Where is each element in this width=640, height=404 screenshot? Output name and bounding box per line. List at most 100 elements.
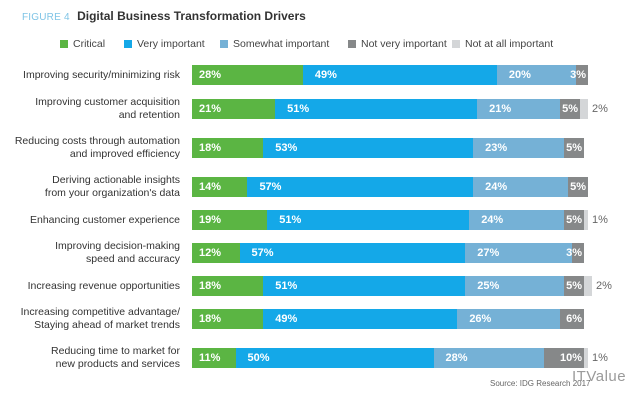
bar-segment	[275, 99, 478, 119]
data-label: 18%	[199, 142, 222, 154]
data-label: 51%	[279, 214, 302, 226]
outside-data-label: 2%	[595, 280, 612, 292]
bar-segment	[192, 177, 248, 197]
legend-swatch	[452, 40, 460, 48]
watermark: ITValue	[572, 368, 627, 385]
bar-segment	[302, 65, 497, 85]
data-label: 28%	[199, 69, 222, 81]
data-label: 6%	[566, 313, 583, 325]
legend-swatch	[220, 40, 228, 48]
bar-segment	[192, 276, 264, 296]
bar-segment	[584, 210, 588, 230]
bar-segment	[457, 309, 561, 329]
bar-segment	[469, 210, 565, 230]
data-label: 24%	[485, 181, 508, 193]
data-label: 51%	[275, 280, 298, 292]
legend-item: Very important	[124, 38, 205, 50]
data-label: 5%	[566, 280, 583, 292]
bar-segment	[584, 348, 588, 368]
bar-segment	[263, 309, 458, 329]
data-label: 51%	[287, 103, 310, 115]
data-label: 3%	[570, 69, 586, 81]
data-label: 5%	[562, 103, 579, 115]
category-label: Increasing revenue opportunities	[27, 279, 180, 292]
figure-label: FIGURE 4	[22, 12, 70, 23]
bar-segment	[560, 309, 585, 329]
data-label: 57%	[251, 247, 274, 259]
bar-segment	[263, 276, 466, 296]
legend-label: Not at all important	[465, 38, 554, 50]
data-label: 26%	[469, 313, 492, 325]
data-label: 23%	[485, 142, 508, 154]
legend-swatch	[60, 40, 68, 48]
category-label: Improving security/minimizing risk	[23, 68, 180, 81]
bar-segment	[267, 210, 470, 230]
legend-label: Critical	[73, 38, 106, 50]
bar-segment	[496, 65, 577, 85]
category-label: Increasing competitive advantage/Staying…	[20, 306, 180, 331]
data-label: 28%	[445, 352, 468, 364]
legend-item: Critical	[60, 38, 105, 50]
bar-segment	[239, 243, 466, 263]
category-label: Reducing time to market for new products …	[51, 345, 180, 370]
bar-segment	[465, 276, 565, 296]
data-label: 49%	[314, 69, 337, 81]
data-label: 53%	[275, 142, 298, 154]
category-label: Improving decision-making speed and accur…	[55, 240, 180, 265]
category-label: Improving customer acquisition and retent…	[35, 96, 180, 121]
data-label: 18%	[199, 313, 222, 325]
data-label: 10%	[560, 352, 583, 364]
data-label: 49%	[275, 313, 298, 325]
bar-segment	[572, 243, 585, 263]
outside-data-label: 2%	[592, 103, 608, 115]
bar-segment	[247, 177, 474, 197]
data-label: 5%	[566, 142, 583, 154]
bar-segment	[568, 177, 588, 197]
category-label: Deriving actionable insights from your or…	[44, 174, 180, 199]
data-label: 5%	[570, 181, 586, 193]
data-label: 5%	[566, 214, 583, 226]
legend-item: Not very important	[348, 38, 447, 50]
data-label: 19%	[199, 214, 222, 226]
bar-segment	[580, 99, 588, 119]
legend-swatch	[348, 40, 356, 48]
category-label: Enhancing customer experience	[29, 213, 180, 226]
data-label: 20%	[508, 69, 531, 81]
data-label: 21%	[199, 103, 222, 115]
data-label: 24%	[481, 214, 504, 226]
data-label: 57%	[259, 181, 282, 193]
bar-segment	[192, 309, 264, 329]
bar-segment	[263, 138, 474, 158]
data-label: 27%	[477, 247, 500, 259]
legend-label: Not very important	[361, 38, 447, 50]
data-label: 12%	[199, 247, 222, 259]
title-text: Digital Business Transformation Drivers	[77, 9, 306, 23]
bar-segment	[477, 99, 561, 119]
bar-segment	[473, 177, 569, 197]
bar-segment	[433, 348, 545, 368]
bar-segment	[192, 138, 264, 158]
source-note: Source: IDG Research 2017	[490, 379, 591, 388]
data-label: 14%	[199, 181, 222, 193]
legend-item: Somewhat important	[220, 38, 329, 50]
bar-segment	[235, 348, 434, 368]
bar-segment	[584, 276, 592, 296]
bar-segment	[192, 99, 276, 119]
legend-label: Very important	[137, 38, 205, 50]
data-label: 3%	[566, 247, 583, 259]
bar-segment	[192, 210, 268, 230]
chart-title: FIGURE 4 Digital Business Transformation…	[22, 9, 306, 23]
bar-segment	[465, 243, 573, 263]
data-label: 11%	[199, 352, 221, 364]
category-label: Reducing costs through automation and imp…	[14, 135, 180, 160]
data-label: 18%	[199, 280, 222, 292]
bar-segment	[192, 348, 236, 368]
data-label: 50%	[247, 352, 270, 364]
data-label: 25%	[477, 280, 500, 292]
bar-segment	[544, 348, 585, 368]
bar-segment	[473, 138, 565, 158]
bar-segment	[560, 99, 581, 119]
bar-segment	[564, 138, 585, 158]
bar-segment	[564, 210, 585, 230]
outside-data-label: 1%	[592, 352, 608, 364]
